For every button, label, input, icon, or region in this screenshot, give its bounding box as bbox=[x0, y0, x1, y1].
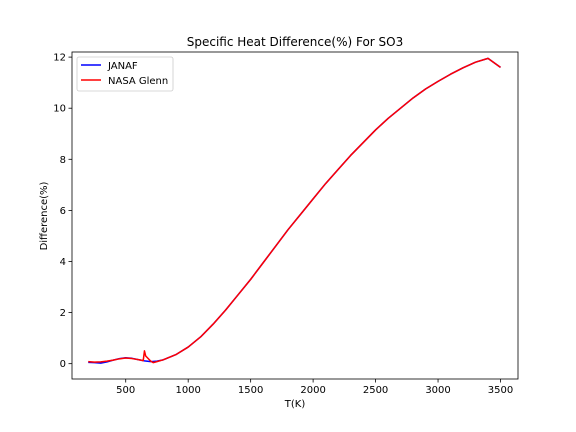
x-tick-label: 2500 bbox=[363, 385, 388, 396]
series-line-nasa-glenn bbox=[88, 57, 501, 364]
y-tick-label: 12 bbox=[53, 53, 66, 64]
series-line-janaf bbox=[88, 57, 501, 364]
y-tick-label: 0 bbox=[60, 359, 66, 370]
x-axis: 500 1000 1500 2000 2500 3000 3500 bbox=[116, 379, 513, 396]
x-tick-label: 500 bbox=[116, 385, 135, 396]
y-tick-label: 2 bbox=[60, 308, 66, 319]
x-tick-label: 3000 bbox=[425, 385, 450, 396]
y-tick-label: 8 bbox=[60, 155, 66, 166]
legend-label-janaf: JANAF bbox=[107, 61, 138, 72]
legend: JANAF NASA Glenn bbox=[76, 56, 174, 92]
chart-title: Specific Heat Difference(%) For SO3 bbox=[187, 35, 404, 49]
y-tick-label: 6 bbox=[60, 206, 66, 217]
plot-lines bbox=[88, 57, 501, 364]
y-tick-label: 10 bbox=[53, 104, 66, 115]
x-tick-label: 3500 bbox=[488, 385, 513, 396]
x-tick-label: 2000 bbox=[300, 385, 325, 396]
x-axis-label: T(K) bbox=[284, 399, 306, 410]
legend-label-nasa-glenn: NASA Glenn bbox=[108, 76, 168, 87]
x-tick-label: 1000 bbox=[175, 385, 200, 396]
y-axis: 0 2 4 6 8 10 12 bbox=[53, 53, 72, 370]
y-tick-label: 4 bbox=[60, 257, 66, 268]
x-tick-label: 1500 bbox=[238, 385, 263, 396]
plot-frame bbox=[71, 51, 519, 380]
y-axis-label: Difference(%) bbox=[39, 181, 50, 250]
